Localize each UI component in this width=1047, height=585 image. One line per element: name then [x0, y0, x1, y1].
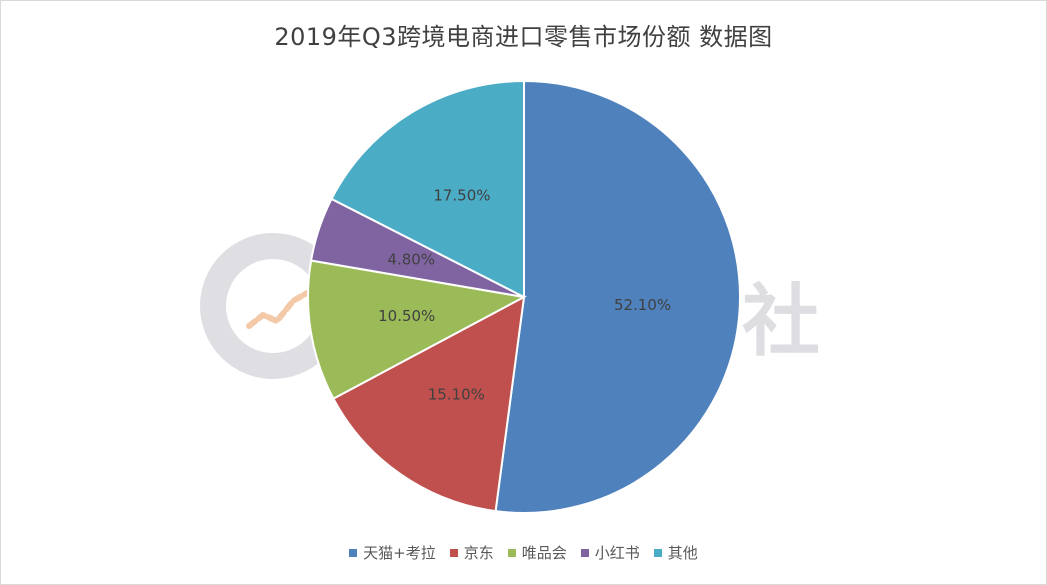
- chart-title: 2019年Q3跨境电商进口零售市场份额 数据图: [274, 23, 773, 51]
- legend: 天猫+考拉 京东 唯品会 小红书 其他: [1, 542, 1046, 563]
- pie-slice: [307, 259, 528, 401]
- legend-swatch: [349, 548, 358, 557]
- data-label: 52.10%: [614, 296, 671, 314]
- legend-swatch: [653, 548, 662, 557]
- legend-label: 京东: [463, 544, 494, 562]
- legend-label: 唯品会: [521, 544, 567, 562]
- legend-item: 小红书: [580, 542, 640, 563]
- legend-label: 小红书: [594, 544, 640, 562]
- data-label: 10.50%: [378, 307, 435, 325]
- legend-item: 其他: [653, 542, 698, 563]
- data-label: 15.10%: [428, 386, 485, 404]
- legend-swatch: [507, 548, 516, 557]
- legend-swatch: [449, 548, 458, 557]
- pie-slice: [330, 79, 525, 299]
- legend-swatch: [580, 548, 589, 557]
- legend-item: 唯品会: [507, 542, 567, 563]
- pie-slice: [332, 295, 526, 513]
- legend-item: 京东: [449, 542, 494, 563]
- data-label: 4.80%: [387, 251, 435, 269]
- pie-slice: [494, 79, 741, 514]
- data-label: 17.50%: [433, 187, 490, 205]
- legend-item: 天猫+考拉: [349, 542, 436, 563]
- legend-label: 其他: [667, 544, 698, 562]
- legend-label: 天猫+考拉: [363, 544, 436, 562]
